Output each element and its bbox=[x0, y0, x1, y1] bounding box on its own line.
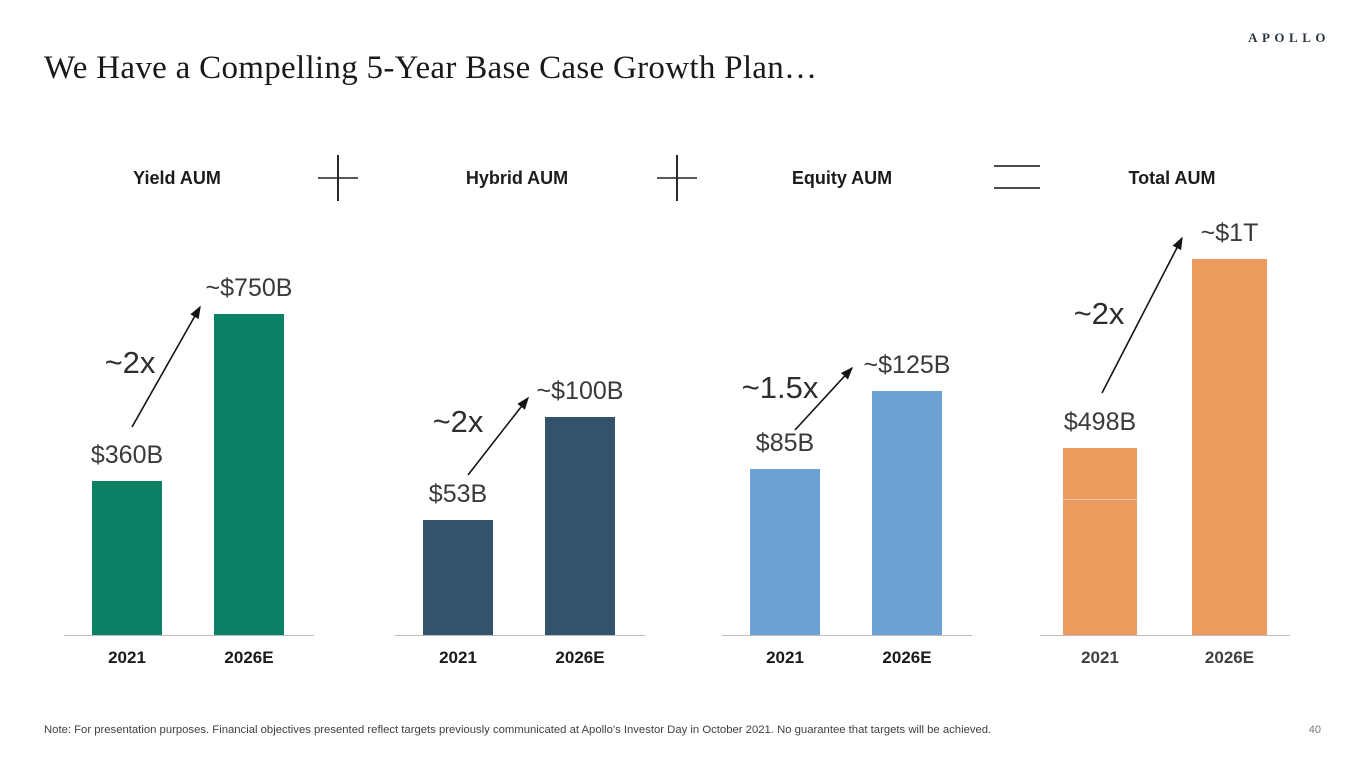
plus-icon bbox=[318, 155, 358, 201]
growth-arrow-icon bbox=[794, 366, 854, 431]
category-label: 2021 bbox=[1081, 648, 1119, 667]
bar-value-label: ~$1T bbox=[1200, 218, 1259, 247]
equals-icon bbox=[994, 165, 1040, 189]
category-label: 2026E bbox=[224, 648, 274, 667]
bar-value-label: $360B bbox=[90, 440, 164, 469]
growth-multiplier-label: ~2x bbox=[104, 345, 156, 380]
page-number: 40 bbox=[1308, 724, 1321, 736]
apollo-logo: APOLLO bbox=[1248, 30, 1330, 45]
bar-value-label: ~$750B bbox=[205, 273, 293, 302]
category-label: 2026E bbox=[555, 648, 605, 667]
growth-multiplier-label: ~2x bbox=[1073, 296, 1125, 331]
bar-2026e bbox=[872, 391, 942, 636]
axis-line bbox=[64, 635, 314, 636]
chart-yield-aum: ~2x $360B ~$750B 2021 2026E bbox=[64, 200, 314, 680]
plus-icon bbox=[657, 155, 697, 201]
category-label: 2021 bbox=[108, 648, 146, 667]
category-label: 2026E bbox=[1204, 648, 1255, 667]
slide-title: We Have a Compelling 5-Year Base Case Gr… bbox=[44, 50, 818, 86]
bar-value-label: $85B bbox=[755, 428, 815, 457]
bar-value-label: $498B bbox=[1063, 407, 1137, 436]
chart-equity-aum: ~1.5x $85B ~$125B 2021 2026E bbox=[722, 200, 972, 680]
bar-2021 bbox=[423, 520, 493, 636]
bar-value-label: $53B bbox=[428, 479, 488, 508]
growth-arrow-icon bbox=[467, 396, 529, 476]
bar-2021 bbox=[750, 469, 820, 636]
bar-value-label: ~$100B bbox=[536, 376, 624, 405]
chart-title-yield-aum: Yield AUM bbox=[133, 168, 221, 188]
category-label: 2021 bbox=[766, 648, 804, 667]
bar-2021 bbox=[92, 481, 162, 636]
footnote: Note: For presentation purposes. Financi… bbox=[44, 724, 992, 736]
bar-2026e bbox=[1192, 259, 1267, 636]
axis-line bbox=[722, 635, 972, 636]
axis-line bbox=[1040, 635, 1290, 636]
bar-2021 bbox=[1063, 448, 1137, 636]
bar-2026e bbox=[214, 314, 284, 636]
chart-title-hybrid-aum: Hybrid AUM bbox=[465, 168, 569, 188]
growth-multiplier-label: ~1.5x bbox=[741, 370, 819, 405]
axis-line bbox=[395, 635, 645, 636]
chart-title-equity-aum: Equity AUM bbox=[791, 168, 893, 188]
category-label: 2021 bbox=[439, 648, 477, 667]
growth-multiplier-label: ~2x bbox=[432, 404, 484, 439]
bar-value-label: ~$125B bbox=[863, 350, 951, 379]
growth-arrow-icon bbox=[131, 305, 201, 428]
chart-hybrid-aum: ~2x $53B ~$100B 2021 2026E bbox=[395, 200, 645, 680]
growth-arrow-icon bbox=[1101, 236, 1183, 394]
category-label: 2026E bbox=[882, 648, 932, 667]
bar-2026e bbox=[545, 417, 615, 636]
chart-title-total-aum: Total AUM bbox=[1128, 168, 1216, 188]
chart-total-aum: ~2x $498B ~$1T 2021 2026E bbox=[1040, 200, 1290, 680]
